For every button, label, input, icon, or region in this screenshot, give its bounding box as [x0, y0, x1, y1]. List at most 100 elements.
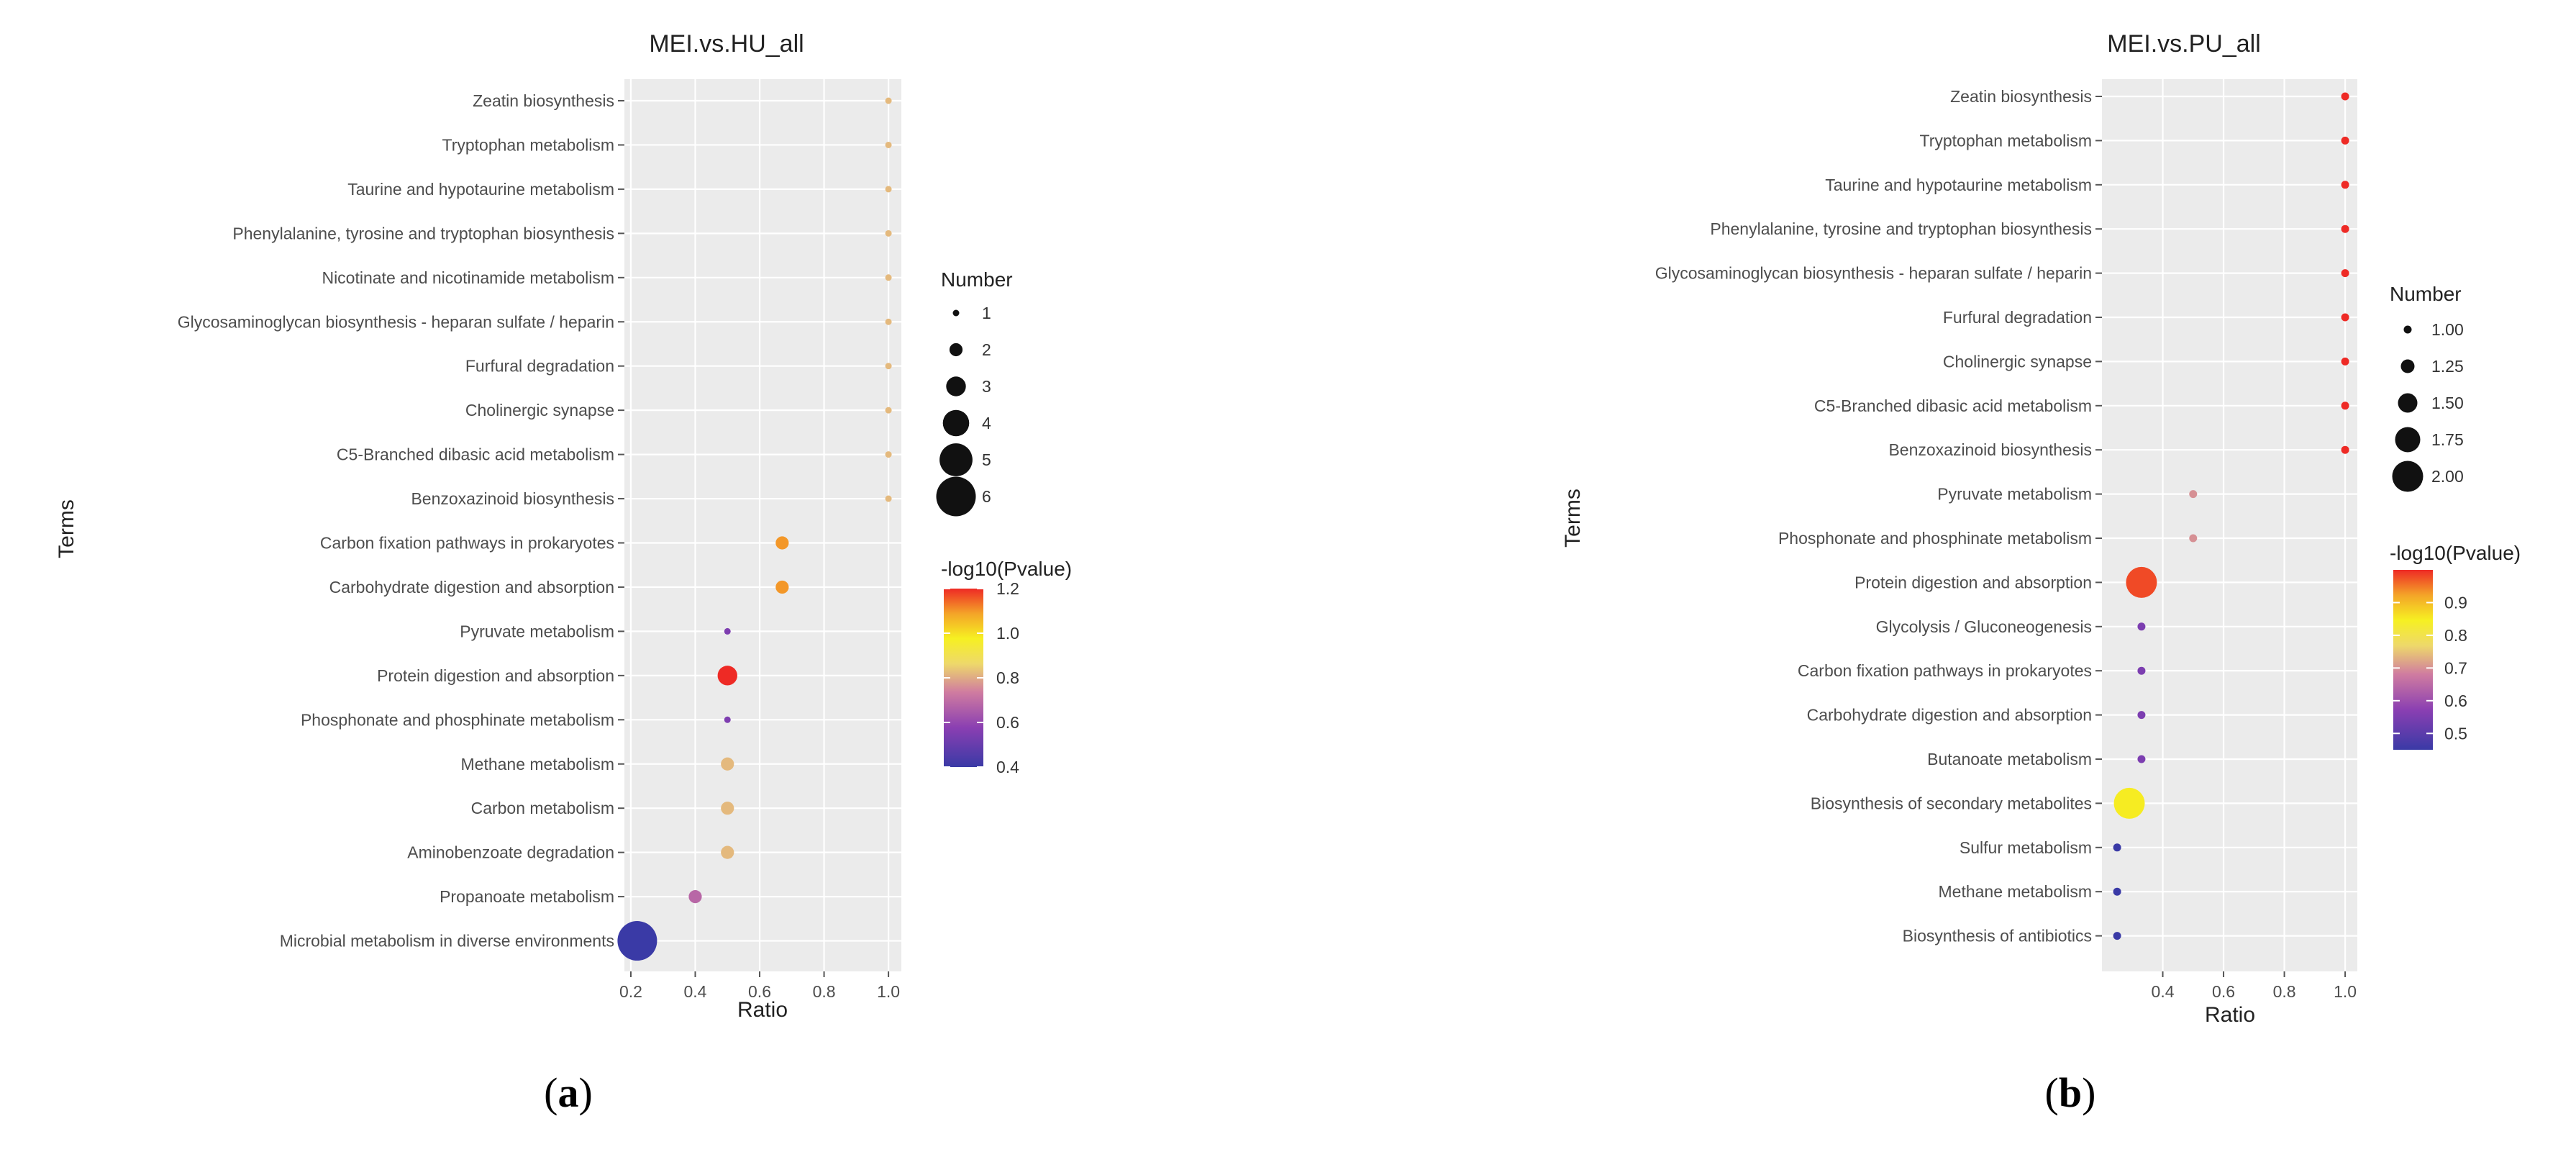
panel-a-title: MEI.vs.HU_all	[649, 30, 804, 58]
colorbar-tick-label: 0.6	[996, 713, 1019, 732]
term-label: Nicotinate and nicotinamide metabolism	[322, 268, 614, 287]
data-point	[2341, 136, 2349, 145]
data-point	[724, 716, 731, 723]
panel-b-term-labels: Zeatin biosynthesis Tryptophan metabolism…	[1655, 87, 2102, 945]
data-point	[2341, 224, 2349, 233]
data-point	[885, 318, 892, 325]
panel-a-size-legend: 1 2 3 4 5 6	[936, 304, 991, 517]
colorbar-tick-label: 0.8	[2444, 626, 2467, 645]
panel-a-color-legend-title: -log10(Pvalue)	[941, 558, 1072, 580]
panel-b-x-ticks: 0.4 0.6 0.8 1.0	[2152, 971, 2357, 1001]
size-legend-key	[2398, 393, 2418, 413]
size-legend-label: 1.50	[2431, 394, 2464, 412]
size-legend-label: 1.00	[2431, 320, 2464, 339]
term-label: Carbohydrate digestion and absorption	[329, 578, 614, 597]
term-label: Tryptophan metabolism	[442, 135, 614, 154]
colorbar-tick-label: 1.0	[996, 624, 1019, 643]
panel-a: MEI.vs.HU_all Zeatin biosynthesis Tryptop…	[55, 30, 1072, 1116]
data-point	[717, 666, 737, 686]
data-point	[2137, 622, 2146, 631]
panel-a-plot-area	[624, 79, 901, 971]
term-label: C5-Branched dibasic acid metabolism	[1814, 396, 2092, 415]
x-tick-label: 0.4	[2152, 982, 2175, 1001]
panel-a-colorbar	[944, 589, 983, 767]
panel-a-size-legend-title: Number	[941, 268, 1013, 291]
panel-b-points	[2113, 92, 2349, 940]
term-label: Glycosaminoglycan biosynthesis - heparan…	[1655, 264, 2092, 283]
data-point	[2113, 787, 2145, 819]
panel-b-color-legend-title: -log10(Pvalue)	[2390, 542, 2521, 564]
term-label: Furfural degradation	[465, 357, 614, 376]
size-legend-key	[949, 343, 963, 357]
term-label: Glycosaminoglycan biosynthesis - heparan…	[178, 312, 614, 331]
term-label: Cholinergic synapse	[465, 401, 614, 419]
data-point	[885, 495, 892, 502]
term-label: Protein digestion and absorption	[1854, 573, 2092, 591]
data-point	[2189, 490, 2198, 499]
size-legend-key	[2400, 359, 2415, 373]
data-point	[775, 536, 789, 550]
data-point	[775, 580, 789, 594]
size-legend-key	[2403, 325, 2412, 334]
size-legend-label: 3	[982, 377, 991, 396]
panel-a-x-axis-title: Ratio	[737, 998, 788, 1022]
data-point	[2341, 402, 2349, 410]
panel-b-plot-area	[2102, 79, 2357, 971]
panel-b: MEI.vs.PU_all Zeatin biosynthesis Tryptop…	[1561, 30, 2521, 1116]
term-label: Carbon metabolism	[471, 799, 614, 817]
term-label: Benzoxazinoid biosynthesis	[411, 489, 614, 508]
data-point	[2126, 566, 2157, 598]
panel-b-size-legend: 1.00 1.25 1.50 1.75 2.00	[2392, 320, 2464, 492]
x-tick-label: 1.0	[2334, 982, 2357, 1001]
panel-a-points	[617, 97, 892, 961]
data-point	[721, 802, 734, 815]
data-point	[885, 141, 892, 148]
data-point	[2341, 181, 2349, 189]
colorbar-tick-label: 0.7	[2444, 658, 2467, 677]
data-point	[885, 407, 892, 414]
data-point	[2341, 357, 2349, 366]
term-label: Biosynthesis of antibiotics	[1903, 927, 2092, 945]
panel-b-x-axis-title: Ratio	[2205, 1003, 2255, 1027]
term-label: Benzoxazinoid biosynthesis	[1888, 440, 2092, 459]
term-label: Carbon fixation pathways in prokaryotes	[320, 534, 614, 553]
colorbar-tick-label: 0.8	[996, 668, 1019, 687]
panel-a-gridlines	[624, 79, 901, 971]
panel-b-y-axis-title: Terms	[1561, 489, 1585, 548]
data-point	[885, 230, 892, 237]
term-label: Taurine and hypotaurine metabolism	[347, 180, 614, 199]
size-legend-key	[2392, 461, 2423, 492]
term-label: Biosynthesis of secondary metabolites	[1811, 794, 2092, 812]
colorbar-tick-label: 0.9	[2444, 593, 2467, 612]
x-tick-label: 1.0	[877, 982, 900, 1001]
size-legend-key	[2395, 427, 2421, 453]
subfigure-label-b: (b)	[2045, 1069, 2096, 1116]
data-point	[2113, 843, 2121, 852]
term-label: Taurine and hypotaurine metabolism	[1825, 176, 2092, 194]
colorbar-tick-label: 0.4	[996, 758, 1019, 776]
data-point	[885, 363, 892, 370]
term-label: Glycolysis / Gluconeogenesis	[1876, 617, 2092, 636]
panel-b-colorbar	[2393, 570, 2433, 750]
data-point	[2137, 666, 2146, 675]
term-label: Carbohydrate digestion and absorption	[1807, 706, 2092, 725]
data-point	[2137, 755, 2146, 763]
colorbar-tick-label: 0.6	[2444, 691, 2467, 710]
term-label: Pyruvate metabolism	[460, 622, 614, 640]
size-legend-label: 1.25	[2431, 357, 2464, 376]
panel-a-color-ticks: 0.4 0.6 0.8 1.0 1.2	[944, 579, 1019, 776]
term-label: Butanoate metabolism	[1927, 750, 2092, 768]
x-tick-label: 0.6	[2212, 982, 2235, 1001]
size-legend-key	[942, 409, 970, 437]
panel-b-color-ticks: 0.5 0.6 0.7 0.8 0.9	[2393, 593, 2467, 743]
size-legend-key	[952, 309, 960, 317]
x-tick-label: 0.6	[748, 982, 771, 1001]
size-legend-label: 2.00	[2431, 467, 2464, 486]
data-point	[2113, 887, 2121, 896]
term-label: Phenylalanine, tyrosine and tryptophan b…	[232, 224, 614, 242]
panel-a-x-ticks: 0.2 0.4 0.6 0.8 1.0	[619, 971, 900, 1001]
data-point	[2341, 269, 2349, 278]
x-tick-label: 0.8	[2273, 982, 2296, 1001]
size-legend-label: 5	[982, 450, 991, 469]
